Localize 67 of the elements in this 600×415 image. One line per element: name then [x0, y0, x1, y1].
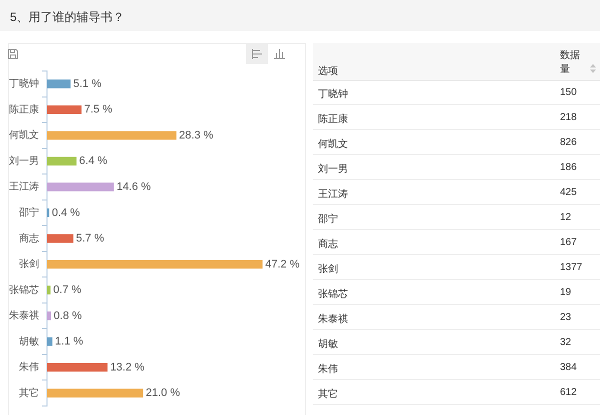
data-label: 218 [560, 112, 577, 123]
y-tick-label: 邵宁 [19, 206, 39, 218]
data-label: 7.5 % [84, 104, 113, 116]
bar [47, 182, 114, 192]
bar [47, 234, 74, 243]
data-label: 0.4 % [52, 206, 80, 219]
data-label: 186 [560, 162, 577, 173]
category-label: 朱泰祺 [318, 312, 348, 326]
category-label: 何凯文 [318, 138, 348, 151]
data-label: 0.7 % [53, 284, 82, 296]
y-tick-label: 其它 [19, 386, 39, 399]
data-label: 47.2 % [265, 258, 300, 270]
y-tick-label: 刘一男 [9, 154, 39, 167]
y-tick-label: 陈正康 [9, 103, 39, 116]
text: 数据量 [560, 49, 581, 77]
category-label: 张锦芯 [318, 288, 348, 301]
bar [47, 131, 176, 140]
bar [47, 80, 71, 88]
data-label: 167 [560, 237, 577, 248]
y-tick-label: 王江涛 [9, 180, 39, 193]
y-tick-label: 朱泰祺 [9, 310, 39, 322]
data-label: 1377 [560, 262, 582, 273]
data-label: 425 [560, 187, 577, 198]
bar [47, 156, 77, 166]
y-tick-label: 胡敏 [19, 335, 39, 348]
data-label: 5.7 % [76, 232, 104, 245]
data-label: 19 [560, 287, 572, 298]
category-label: 刘一男 [318, 162, 348, 176]
data-label: 1.1 % [55, 336, 84, 348]
bar [47, 363, 108, 372]
category-label: 张剑 [318, 262, 338, 276]
y-tick-label: 丁晓钟 [9, 78, 39, 90]
data-label: 28.3 % [179, 129, 214, 142]
category-label: 丁晓钟 [318, 88, 348, 101]
data-label: 150 [560, 87, 577, 98]
bar [47, 105, 82, 114]
bar [47, 260, 263, 269]
category-label: 朱伟 [318, 362, 338, 376]
data-label: 6.4 % [79, 155, 108, 168]
data-label: 12 [560, 212, 572, 223]
data-label: 13.2 % [110, 361, 145, 374]
category-label: 陈正康 [318, 112, 348, 126]
category-label: 胡敏 [318, 338, 338, 351]
data-label: 21.0 % [146, 387, 180, 400]
bar [47, 388, 144, 398]
bar [47, 337, 52, 346]
y-tick-label: 张剑 [19, 258, 39, 270]
bar [47, 311, 51, 320]
text: 选项 [318, 64, 338, 78]
category-label: 商志 [318, 238, 338, 251]
data-label: 5.1 % [73, 78, 102, 90]
category-label: 其它 [318, 388, 338, 401]
data-label: 14.6 % [116, 180, 152, 193]
data-label: 0.8 % [54, 310, 82, 322]
data-label: 384 [560, 362, 577, 373]
bar [47, 286, 51, 294]
y-tick-label: 张锦芯 [9, 284, 39, 296]
y-tick-label: 朱伟 [19, 361, 39, 374]
chart-title: 5、用了谁的辅导书？ [10, 9, 125, 26]
data-label: 32 [560, 337, 572, 348]
category-label: 邵宁 [318, 212, 338, 226]
y-tick-label: 何凯文 [9, 129, 39, 142]
data-label: 23 [560, 312, 572, 323]
data-label: 826 [560, 137, 577, 148]
category-label: 王江涛 [318, 188, 348, 201]
y-tick-label: 商志 [19, 232, 39, 244]
data-label: 612 [560, 387, 577, 398]
